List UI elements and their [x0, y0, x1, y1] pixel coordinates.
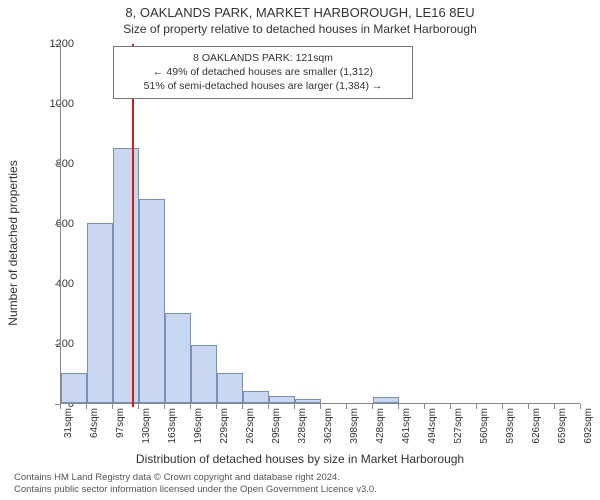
histogram-bar — [139, 199, 165, 403]
x-tick-mark — [86, 404, 87, 409]
chart-title: 8, OAKLANDS PARK, MARKET HARBOROUGH, LE1… — [0, 5, 600, 20]
x-tick-mark — [580, 404, 581, 409]
annotation-box: 8 OAKLANDS PARK: 121sqm ← 49% of detache… — [113, 46, 413, 99]
histogram-bar — [165, 313, 191, 403]
x-tick-label: 626sqm — [531, 408, 542, 444]
x-tick-mark — [138, 404, 139, 409]
annotation-line: 8 OAKLANDS PARK: 121sqm — [122, 51, 404, 65]
x-tick-mark — [502, 404, 503, 409]
x-tick-label: 163sqm — [167, 408, 178, 444]
plot-area: 8 OAKLANDS PARK: 121sqm ← 49% of detache… — [60, 44, 580, 404]
x-tick-label: 130sqm — [141, 408, 152, 444]
footer-line: Contains HM Land Registry data © Crown c… — [14, 472, 377, 484]
x-tick-mark — [476, 404, 477, 409]
x-tick-label: 64sqm — [89, 408, 100, 438]
x-tick-mark — [372, 404, 373, 409]
x-tick-mark — [60, 404, 61, 409]
histogram-bar — [87, 223, 113, 403]
x-tick-label: 527sqm — [453, 408, 464, 444]
x-tick-label: 593sqm — [505, 408, 516, 444]
chart-container: 8, OAKLANDS PARK, MARKET HARBOROUGH, LE1… — [0, 0, 600, 500]
annotation-line: ← 49% of detached houses are smaller (1,… — [122, 65, 404, 79]
x-tick-label: 196sqm — [193, 408, 204, 444]
footer: Contains HM Land Registry data © Crown c… — [14, 472, 377, 496]
y-axis-label: Number of detached properties — [6, 78, 20, 243]
histogram-bar — [113, 148, 139, 403]
x-tick-label: 398sqm — [349, 408, 360, 444]
x-tick-mark — [398, 404, 399, 409]
x-tick-label: 692sqm — [583, 408, 594, 444]
histogram-bar — [61, 373, 87, 403]
x-tick-mark — [346, 404, 347, 409]
x-tick-mark — [216, 404, 217, 409]
x-tick-label: 659sqm — [557, 408, 568, 444]
x-tick-label: 494sqm — [427, 408, 438, 444]
x-tick-mark — [554, 404, 555, 409]
x-tick-mark — [424, 404, 425, 409]
x-tick-mark — [112, 404, 113, 409]
x-tick-mark — [294, 404, 295, 409]
x-tick-label: 97sqm — [115, 408, 126, 438]
x-tick-label: 229sqm — [219, 408, 230, 444]
x-tick-mark — [242, 404, 243, 409]
annotation-line: 51% of semi-detached houses are larger (… — [122, 79, 404, 93]
x-tick-label: 428sqm — [375, 408, 386, 444]
histogram-bar — [373, 397, 399, 403]
x-tick-label: 461sqm — [401, 408, 412, 444]
x-tick-label: 560sqm — [479, 408, 490, 444]
x-tick-mark — [190, 404, 191, 409]
x-tick-label: 262sqm — [245, 408, 256, 444]
x-tick-mark — [450, 404, 451, 409]
footer-line: Contains public sector information licen… — [14, 484, 377, 496]
histogram-bar — [217, 373, 243, 403]
x-tick-mark — [268, 404, 269, 409]
histogram-bar — [191, 345, 217, 404]
x-tick-label: 295sqm — [271, 408, 282, 444]
x-tick-mark — [528, 404, 529, 409]
histogram-bar — [243, 391, 269, 403]
x-axis-label: Distribution of detached houses by size … — [0, 452, 600, 466]
x-tick-label: 328sqm — [297, 408, 308, 444]
x-tick-label: 362sqm — [323, 408, 334, 444]
x-tick-mark — [320, 404, 321, 409]
histogram-bar — [269, 396, 295, 404]
x-tick-label: 31sqm — [63, 408, 74, 438]
chart-subtitle: Size of property relative to detached ho… — [0, 22, 600, 36]
x-tick-mark — [164, 404, 165, 409]
histogram-bar — [295, 399, 321, 404]
